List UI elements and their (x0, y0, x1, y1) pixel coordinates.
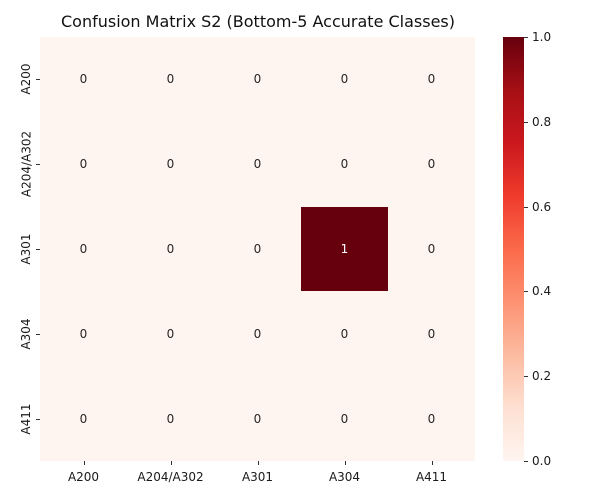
heatmap-cell: 0 (388, 291, 475, 377)
x-tick-label: A301 (241, 470, 274, 484)
heatmap-cell: 0 (388, 121, 475, 207)
colorbar-tick-label: 0.4 (532, 284, 552, 299)
heatmap-cell: 1 (301, 206, 388, 292)
x-tick-label: A200 (67, 470, 100, 484)
colorbar-tick-label: 0.6 (532, 199, 552, 214)
y-tick-label: A204/A302 (19, 131, 33, 198)
heatmap-cell: 0 (214, 121, 301, 207)
colorbar-tick-label: 0.8 (532, 114, 552, 129)
heatmap-cell: 0 (127, 121, 214, 207)
heatmap-cell: 0 (214, 376, 301, 461)
colorbar-tick-label: 1.0 (532, 30, 552, 44)
heatmap-cell: 0 (127, 376, 214, 461)
heatmap-cell: 0 (40, 37, 127, 122)
y-tick-label: A304 (19, 318, 33, 350)
heatmap-cell: 0 (127, 37, 214, 122)
heatmap-cell: 0 (214, 206, 301, 292)
heatmap-cell: 0 (214, 37, 301, 122)
colorbar-tick-label: 0.0 (532, 454, 552, 468)
heatmap-cell: 0 (388, 206, 475, 292)
y-tick-label: A200 (19, 63, 33, 95)
x-tick-label: A304 (328, 470, 361, 484)
heatmap-cell: 0 (40, 121, 127, 207)
colorbar-tick-label: 0.2 (532, 369, 552, 384)
colorbar (503, 37, 524, 461)
y-tick-label: A301 (19, 233, 33, 265)
heatmap-cell: 0 (40, 376, 127, 461)
chart-title: Confusion Matrix S2 (Bottom-5 Accurate C… (60, 12, 456, 31)
heatmap-cell: 0 (40, 206, 127, 292)
x-tick-label: A204/A302 (137, 470, 204, 484)
y-tick-label: A411 (19, 403, 33, 435)
heatmap-cell: 0 (40, 291, 127, 377)
heatmap-cell: 0 (301, 291, 388, 377)
heatmap-cell: 0 (127, 291, 214, 377)
heatmap-cell: 0 (388, 37, 475, 122)
heatmap-cell: 0 (127, 206, 214, 292)
heatmap-cell: 0 (301, 37, 388, 122)
x-tick-label: A411 (415, 470, 448, 484)
heatmap-cell: 0 (301, 121, 388, 207)
heatmap-cell: 0 (388, 376, 475, 461)
heatmap-cell: 0 (214, 291, 301, 377)
heatmap-cell: 0 (301, 376, 388, 461)
